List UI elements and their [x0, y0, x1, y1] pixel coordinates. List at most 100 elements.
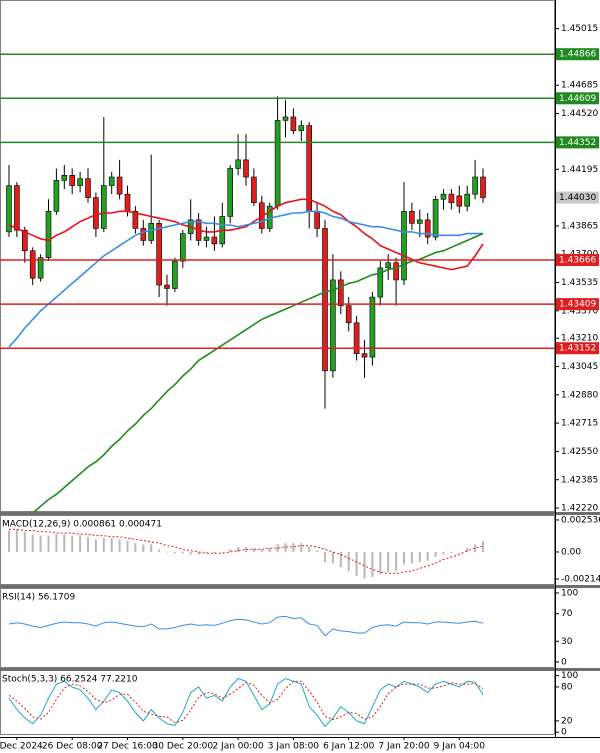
pane-frame	[0, 515, 555, 585]
candle-body	[29, 250, 36, 279]
histogram-bar	[316, 550, 319, 552]
x-tick-label: 4 Dec 2024	[0, 742, 43, 752]
level-label: 1.43152	[559, 344, 596, 354]
level-label-box	[556, 92, 599, 105]
x-tick-label: 30 Dec 20:00	[153, 742, 214, 752]
pane-frame	[0, 588, 555, 668]
histogram-bar	[150, 544, 153, 552]
histogram-bar	[426, 551, 429, 561]
x-tick-label: 27 Dec 16:00	[97, 742, 158, 752]
y-tick-label: 1.42550	[561, 447, 598, 457]
y-tick-label: 1.42385	[561, 475, 598, 485]
histogram-bar	[324, 551, 326, 563]
pane-title: RSI(14) 56.1709	[2, 593, 75, 603]
candle-body	[53, 180, 60, 212]
candle-body	[345, 305, 352, 324]
histogram-bar	[363, 551, 366, 579]
histogram-bar	[47, 535, 50, 552]
histogram-bar	[205, 551, 208, 554]
histogram-bar	[110, 538, 113, 552]
histogram-bar	[134, 543, 137, 552]
candle-body	[164, 284, 170, 289]
candle-body	[337, 279, 344, 306]
x-tick-label: 3 Jan 08:00	[268, 742, 320, 752]
level-label: 1.44609	[559, 94, 596, 104]
candle-body	[61, 174, 68, 181]
candle-body	[6, 185, 12, 233]
pane-separator	[0, 512, 600, 515]
candle-body	[416, 219, 423, 224]
indicator-line	[8, 677, 484, 728]
histogram-bar	[300, 543, 303, 552]
y-tick-label: 1.43865	[561, 221, 598, 231]
histogram-bar	[158, 549, 161, 552]
histogram-bar	[94, 539, 97, 552]
histogram-bar	[418, 551, 421, 563]
level-label: 1.44866	[559, 50, 596, 60]
y-tick-label: 70	[561, 609, 573, 619]
indicator-line	[8, 210, 483, 348]
y-tick-label: 1.42220	[561, 504, 598, 514]
x-tick-label: 6 Jan 12:00	[323, 742, 375, 752]
level-label-box	[556, 342, 599, 355]
histogram-bar	[189, 551, 192, 555]
y-tick-label: 1.43045	[561, 362, 598, 372]
histogram-bar	[245, 546, 247, 552]
indicator-line	[8, 198, 484, 271]
pane-separator	[0, 585, 600, 588]
y-tick-label: 0.00	[561, 547, 581, 557]
histogram-bar	[102, 538, 105, 552]
histogram-bar	[387, 551, 390, 573]
y-tick-label: 1.44520	[561, 109, 598, 119]
histogram-bar	[482, 541, 484, 552]
pane-frame	[0, 0, 555, 512]
candle-body	[456, 195, 463, 207]
candle-body	[93, 197, 99, 229]
x-tick-label: 26 Dec 08:00	[42, 742, 103, 752]
y-tick-label: 1.43535	[561, 278, 598, 288]
histogram-bar	[434, 551, 437, 557]
candle-body	[156, 223, 162, 286]
histogram-bar	[23, 531, 26, 552]
last-price-label: 1.44030	[559, 193, 596, 203]
histogram-bar	[442, 551, 445, 555]
candle-body	[353, 322, 360, 354]
candle-body	[314, 211, 320, 229]
y-tick-label: 30	[561, 637, 573, 647]
histogram-bar	[118, 539, 121, 552]
candle-body	[385, 262, 392, 269]
histogram-bar	[379, 551, 382, 575]
pane-plot	[6, 96, 486, 512]
y-tick-label: 1.43370	[561, 306, 598, 316]
candle-body	[330, 279, 336, 372]
pane-plot	[8, 528, 484, 579]
candle-body	[124, 193, 131, 212]
y-tick-label: 1.44195	[561, 165, 598, 175]
histogram-bar	[87, 536, 89, 552]
candle-body	[101, 185, 107, 229]
histogram-bar	[197, 551, 200, 555]
candle-body	[148, 223, 154, 241]
histogram-bar	[395, 551, 398, 571]
candle-body	[306, 125, 313, 212]
candle-body	[243, 159, 249, 178]
histogram-bar	[410, 551, 413, 564]
candle-body	[440, 193, 447, 200]
candle-body	[472, 176, 478, 195]
x-tick-label: 2 Jan 00:00	[212, 742, 264, 752]
pane-title: MACD(12,26,9) 0.000861 0.000471	[2, 520, 162, 530]
histogram-bar	[268, 548, 271, 552]
x-tick-label: 9 Jan 04:00	[434, 742, 486, 752]
histogram-bar	[126, 540, 129, 552]
histogram-bar	[229, 549, 232, 552]
candle-body	[77, 178, 83, 186]
histogram-bar	[79, 535, 82, 552]
level-label: 1.44352	[559, 138, 596, 148]
candle-body	[290, 116, 297, 132]
histogram-bar	[276, 544, 279, 552]
pane-separator	[0, 668, 600, 671]
histogram-bar	[260, 549, 263, 552]
candle-body	[322, 228, 328, 372]
histogram-bar	[252, 548, 255, 552]
